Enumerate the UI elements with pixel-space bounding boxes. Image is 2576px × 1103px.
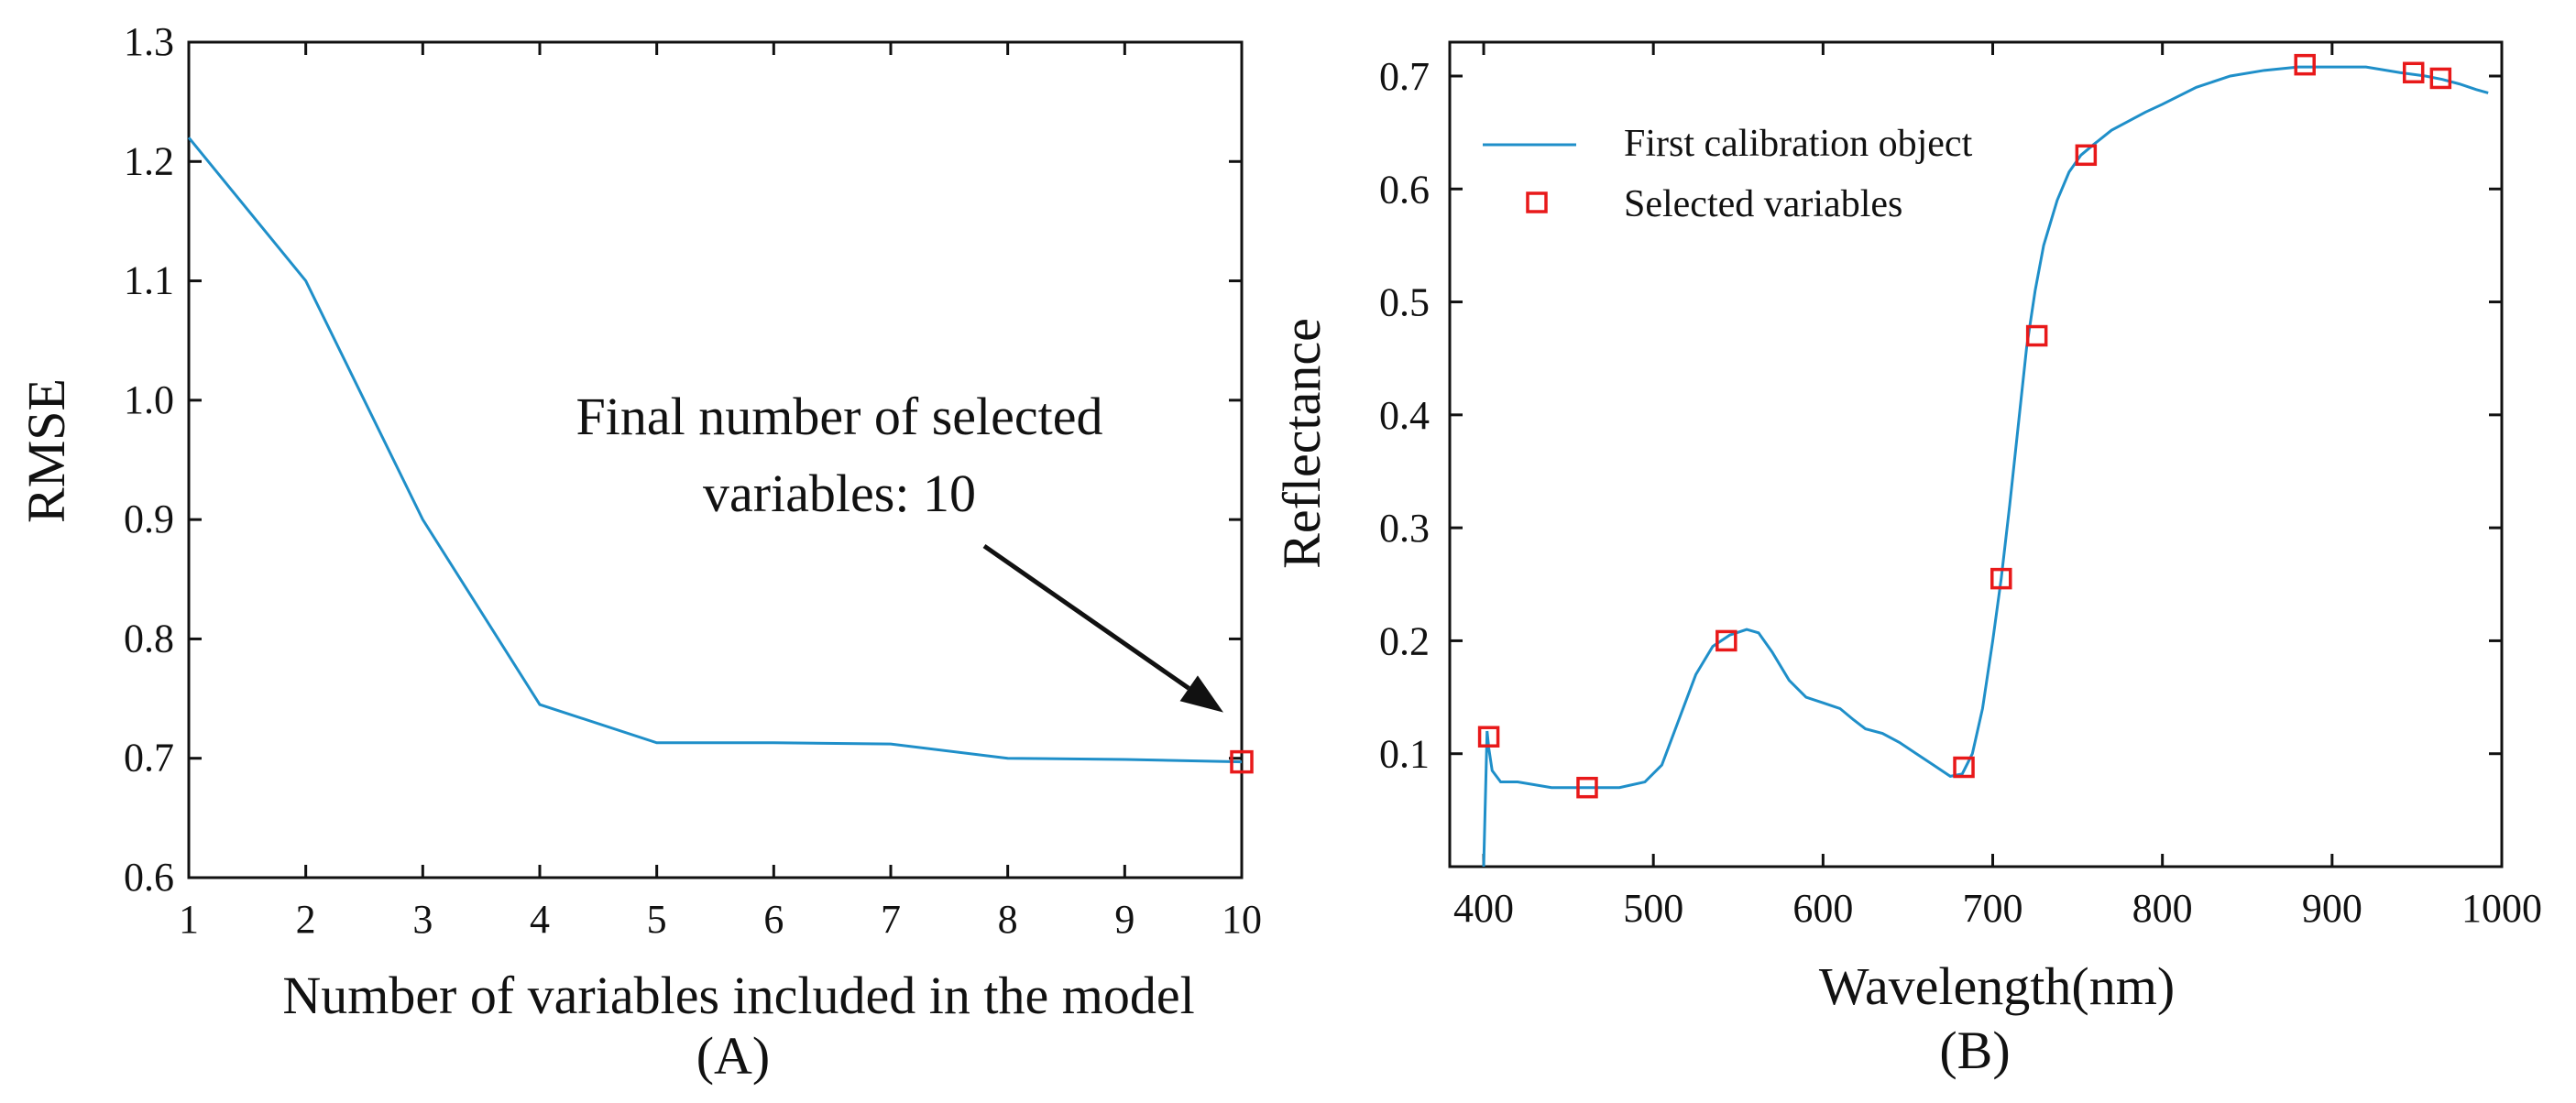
panel-b-x-tick-label: 1000 (2461, 886, 2542, 931)
panel-b-selected-variable-marker (2294, 53, 2316, 76)
panel-b-y-tick-label: 0.6 (1379, 167, 1430, 212)
annotation-arrow (982, 543, 1190, 691)
legend-label-series-1: First calibration object (1624, 123, 1973, 165)
panel-a-y-tick-label: 1.3 (124, 19, 174, 64)
panel-a-selected-marker (1230, 749, 1254, 774)
panel-b: 400 500 600 700 800 900 1000 0.10.20.30.40.50.… (1272, 40, 2542, 1080)
panel-a-x-tick-label: 4 (530, 897, 550, 942)
panel-b-xlabel: Wavelength(nm) (1819, 956, 2175, 1016)
panel-a-x-tick-labels: 1 2 3 4 5 6 7 8 9 10 (179, 897, 1262, 942)
panel-a-x-tick-label: 6 (763, 897, 784, 942)
panel-b-x-tick-label: 500 (1623, 886, 1683, 931)
legend-label-series-2: Selected variables (1624, 183, 1902, 225)
panel-a-x-tick-label: 7 (881, 897, 901, 942)
panel-b-ylabel: Reflectance (1272, 318, 1332, 569)
panel-b-selected-variable-marker (2429, 67, 2452, 90)
panel-b-y-tick-label: 0.5 (1379, 280, 1430, 325)
panel-a-plot-frame (187, 40, 1244, 879)
panel-b-selected-variable-marker (1953, 756, 1975, 779)
panel-a-xlabel: Number of variables included in the mode… (282, 966, 1194, 1025)
panel-a-y-tick-label: 1.1 (124, 258, 174, 303)
panel-b-selected-variable-marker (2025, 324, 2048, 347)
panel-b-x-tick-label: 700 (1963, 886, 2023, 931)
panel-a-y-tick-label: 0.7 (124, 736, 174, 781)
panel-b-x-tick-label: 900 (2302, 886, 2362, 931)
panel-b-selected-variable-marker (1576, 776, 1598, 799)
panel-a-label: (A) (696, 1026, 771, 1086)
panel-b-selected-variable-marker (1990, 567, 2012, 590)
panel-a-x-tick-label: 8 (998, 897, 1018, 942)
panel-b-y-tick-label: 0.1 (1379, 732, 1430, 777)
panel-b-selected-variable-marker (1477, 726, 1500, 748)
panel-b-y-tick-label: 0.3 (1379, 506, 1430, 551)
panel-b-selected-variable-marker (2402, 61, 2425, 84)
panel-b-legend: First calibration object Selected variab… (1483, 123, 1973, 225)
panel-a-ylabel: RMSE (16, 378, 76, 523)
panel-b-x-tick-label: 800 (2132, 886, 2193, 931)
panel-b-selected-variable-marker (1716, 629, 1737, 652)
panel-a-x-tick-label: 5 (647, 897, 667, 942)
panel-a: 1 2 3 4 5 6 7 8 9 10 0.6 0.7 0.8 0.9 1.0 1.1 1.2 1.3 Fin… (16, 19, 1262, 1086)
panel-b-plot-frame (1448, 40, 2504, 868)
panel-b-y-tick-label: 0.7 (1379, 54, 1430, 99)
panel-b-x-tick-labels: 400 500 600 700 800 900 1000 (1453, 886, 2542, 931)
panel-a-x-tick-label: 1 (179, 897, 199, 942)
panel-b-label: (B) (1939, 1021, 2010, 1080)
panel-a-x-tick-label: 9 (1114, 897, 1135, 942)
panel-a-y-tick-label: 1.2 (124, 138, 174, 183)
panel-a-x-tick-label: 2 (296, 897, 316, 942)
panel-b-y-tick-label: 0.4 (1379, 393, 1430, 438)
panel-a-rmse-line (187, 137, 1243, 764)
panel-a-x-tick-label: 10 (1222, 897, 1262, 942)
annotation-arrowhead (1179, 675, 1223, 713)
panel-a-y-tick-label: 1.0 (124, 377, 174, 422)
panel-b-y-tick-label: 0.2 (1379, 618, 1430, 663)
panel-b-selected-variable-marker (2075, 144, 2098, 167)
panel-b-x-tick-label: 400 (1453, 886, 1514, 931)
panel-a-y-tick-label: 0.9 (124, 497, 174, 541)
panel-b-y-tick-labels: 0.1 0.2 0.3 0.4 0.5 0.6 0.7 (1379, 54, 1430, 777)
panel-a-ticks (187, 40, 1244, 879)
panel-a-y-tick-label: 0.8 (124, 616, 174, 661)
panel-a-x-tick-label: 3 (412, 897, 433, 942)
panel-b-selected-markers (1477, 53, 2452, 799)
panel-a-y-tick-labels: 0.6 0.7 0.8 0.9 1.0 1.1 1.2 1.3 (124, 19, 174, 900)
panel-a-y-tick-label: 0.6 (124, 855, 174, 900)
legend-marker-swatch (1526, 191, 1548, 213)
annotation-line-2: variables: 10 (703, 464, 976, 523)
annotation-line-1: Final number of selected (576, 387, 1103, 446)
panel-b-x-tick-label: 600 (1792, 886, 1853, 931)
